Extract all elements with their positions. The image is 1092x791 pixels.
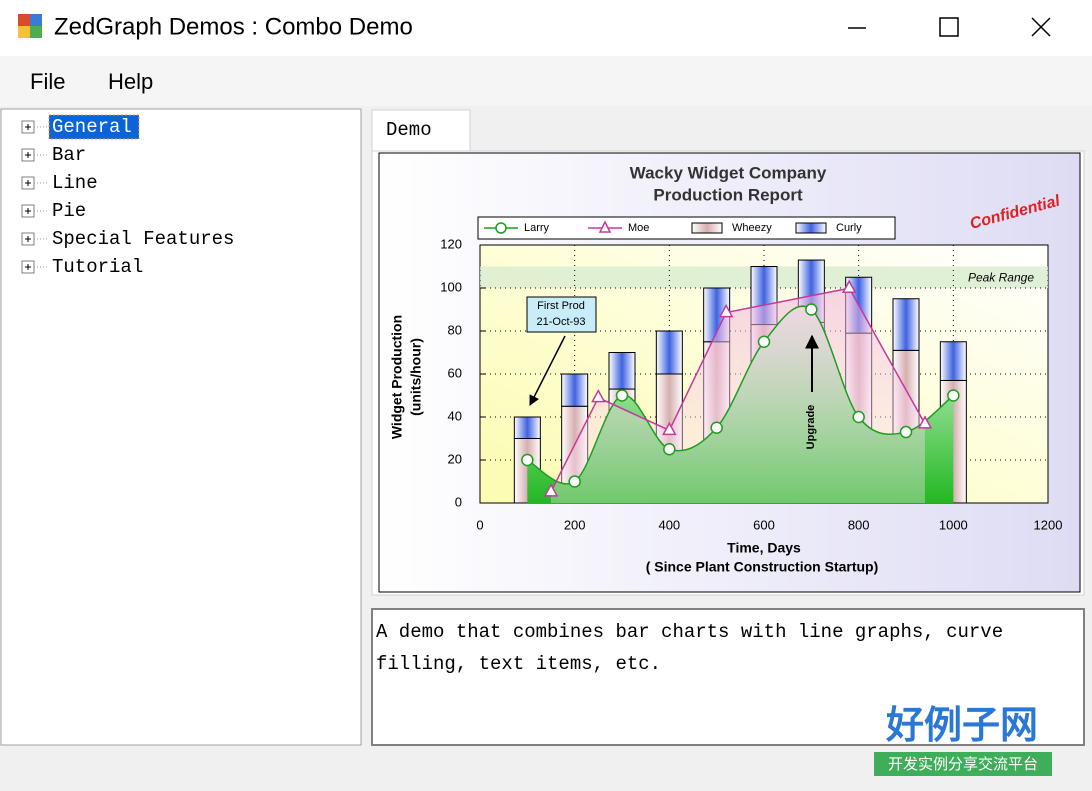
tree-panel	[0, 108, 362, 746]
y-axis-title: (units/hour)	[408, 338, 424, 416]
tab[interactable]	[371, 109, 471, 153]
selection	[48, 114, 140, 140]
circle-marker	[852, 410, 865, 424]
tree-item[interactable]: General	[52, 116, 132, 138]
bar-curly	[892, 298, 920, 351]
menu-item[interactable]: File	[30, 69, 65, 94]
annotation-arrow	[529, 335, 566, 406]
annotation: First Prod	[537, 300, 585, 312]
bar-curly	[561, 373, 589, 407]
smooth-line	[526, 305, 954, 485]
title-bar	[0, 0, 1092, 56]
circle-marker	[521, 453, 534, 467]
legend-swatch	[691, 222, 723, 234]
x-tick-label: 0	[476, 517, 483, 532]
circle-marker	[947, 389, 960, 402]
y-tick-label: 40	[448, 408, 462, 423]
markers-layer	[521, 279, 960, 497]
app-icon	[18, 14, 42, 38]
circle-marker	[615, 389, 629, 402]
y-tick-label: 20	[448, 451, 462, 466]
tree-item[interactable]: Pie	[52, 200, 86, 222]
circle-marker	[710, 421, 723, 434]
circle-marker	[899, 425, 913, 439]
fills-layer	[527, 288, 954, 503]
x-axis-title: ( Since Plant Construction Startup)	[646, 559, 879, 575]
tree-item[interactable]: Line	[52, 172, 98, 194]
annotation-box	[526, 296, 597, 333]
triangle-marker	[591, 389, 606, 403]
bar-curly	[513, 416, 541, 439]
legend-marker	[598, 220, 612, 233]
description-line: filling, text items, etc.	[376, 653, 661, 675]
legend-swatch	[795, 222, 827, 234]
peak-range-label: Peak Range	[968, 270, 1034, 284]
y-tick-label: 80	[448, 322, 462, 337]
expand-plus	[25, 180, 31, 186]
tree-item[interactable]: Special Features	[52, 228, 234, 250]
annotation: Upgrade	[805, 405, 817, 450]
x-tick-label: 800	[848, 517, 870, 532]
area-fill	[551, 288, 925, 503]
legend-label: Wheezy	[732, 222, 772, 234]
close-button[interactable]	[1031, 17, 1051, 37]
expand-plus	[25, 152, 31, 158]
chart-title: Production Report	[653, 185, 803, 204]
tree-item[interactable]: Tutorial	[52, 256, 143, 278]
expand-plus	[25, 264, 31, 270]
y-tick-label: 120	[440, 236, 462, 251]
circle-marker	[757, 335, 771, 348]
bar-curly	[655, 330, 683, 375]
chart-title: Wacky Widget Company	[630, 163, 827, 182]
tab-label[interactable]: Demo	[386, 119, 432, 141]
bar-curly	[939, 341, 967, 381]
expand-plus	[25, 124, 31, 130]
x-tick-label: 1000	[939, 517, 968, 532]
x-tick-label: 200	[564, 517, 586, 532]
menu-bar	[0, 56, 1092, 106]
triangle-marker	[718, 304, 734, 318]
legend-label: Curly	[836, 222, 862, 234]
circle-marker	[805, 303, 818, 316]
triangle-marker	[662, 421, 677, 436]
circle-marker	[568, 475, 581, 488]
description-line: A demo that combines bar charts with lin…	[376, 621, 1003, 643]
legend-label: Larry	[524, 222, 550, 234]
x-tick-label: 600	[753, 517, 775, 532]
expand-plus	[25, 236, 31, 242]
legend-marker	[495, 222, 507, 234]
window-title: ZedGraph Demos : Combo Demo	[54, 13, 413, 40]
y-axis-title: Widget Production	[389, 315, 405, 439]
tree-item[interactable]: Bar	[52, 144, 86, 166]
bar-curly	[608, 352, 636, 390]
maximize-button[interactable]	[939, 17, 959, 37]
line	[550, 287, 926, 493]
watermark-tagline: 开发实例分享交流平台	[888, 755, 1038, 773]
expand-plus	[25, 208, 31, 214]
x-tick-label: 400	[658, 517, 680, 532]
x-axis-title: Time, Days	[727, 540, 801, 556]
circle-marker	[663, 443, 676, 456]
menu-item[interactable]: Help	[108, 69, 153, 94]
watermark-logo: 好例子网	[885, 705, 1038, 747]
triangle-marker	[543, 483, 559, 497]
watermark-tag-bg	[874, 752, 1052, 776]
y-tick-label: 0	[455, 494, 462, 509]
legend-label: Moe	[628, 222, 649, 234]
lines-layer	[526, 287, 954, 493]
y-tick-label: 100	[440, 279, 462, 294]
description-box	[371, 608, 1085, 746]
x-tick-label: 1200	[1034, 517, 1063, 532]
triangle-marker	[917, 415, 933, 429]
legend	[477, 216, 896, 240]
y-tick-label: 60	[448, 365, 462, 380]
triangle-marker	[841, 279, 857, 293]
annotation: 21-Oct-93	[537, 316, 586, 328]
